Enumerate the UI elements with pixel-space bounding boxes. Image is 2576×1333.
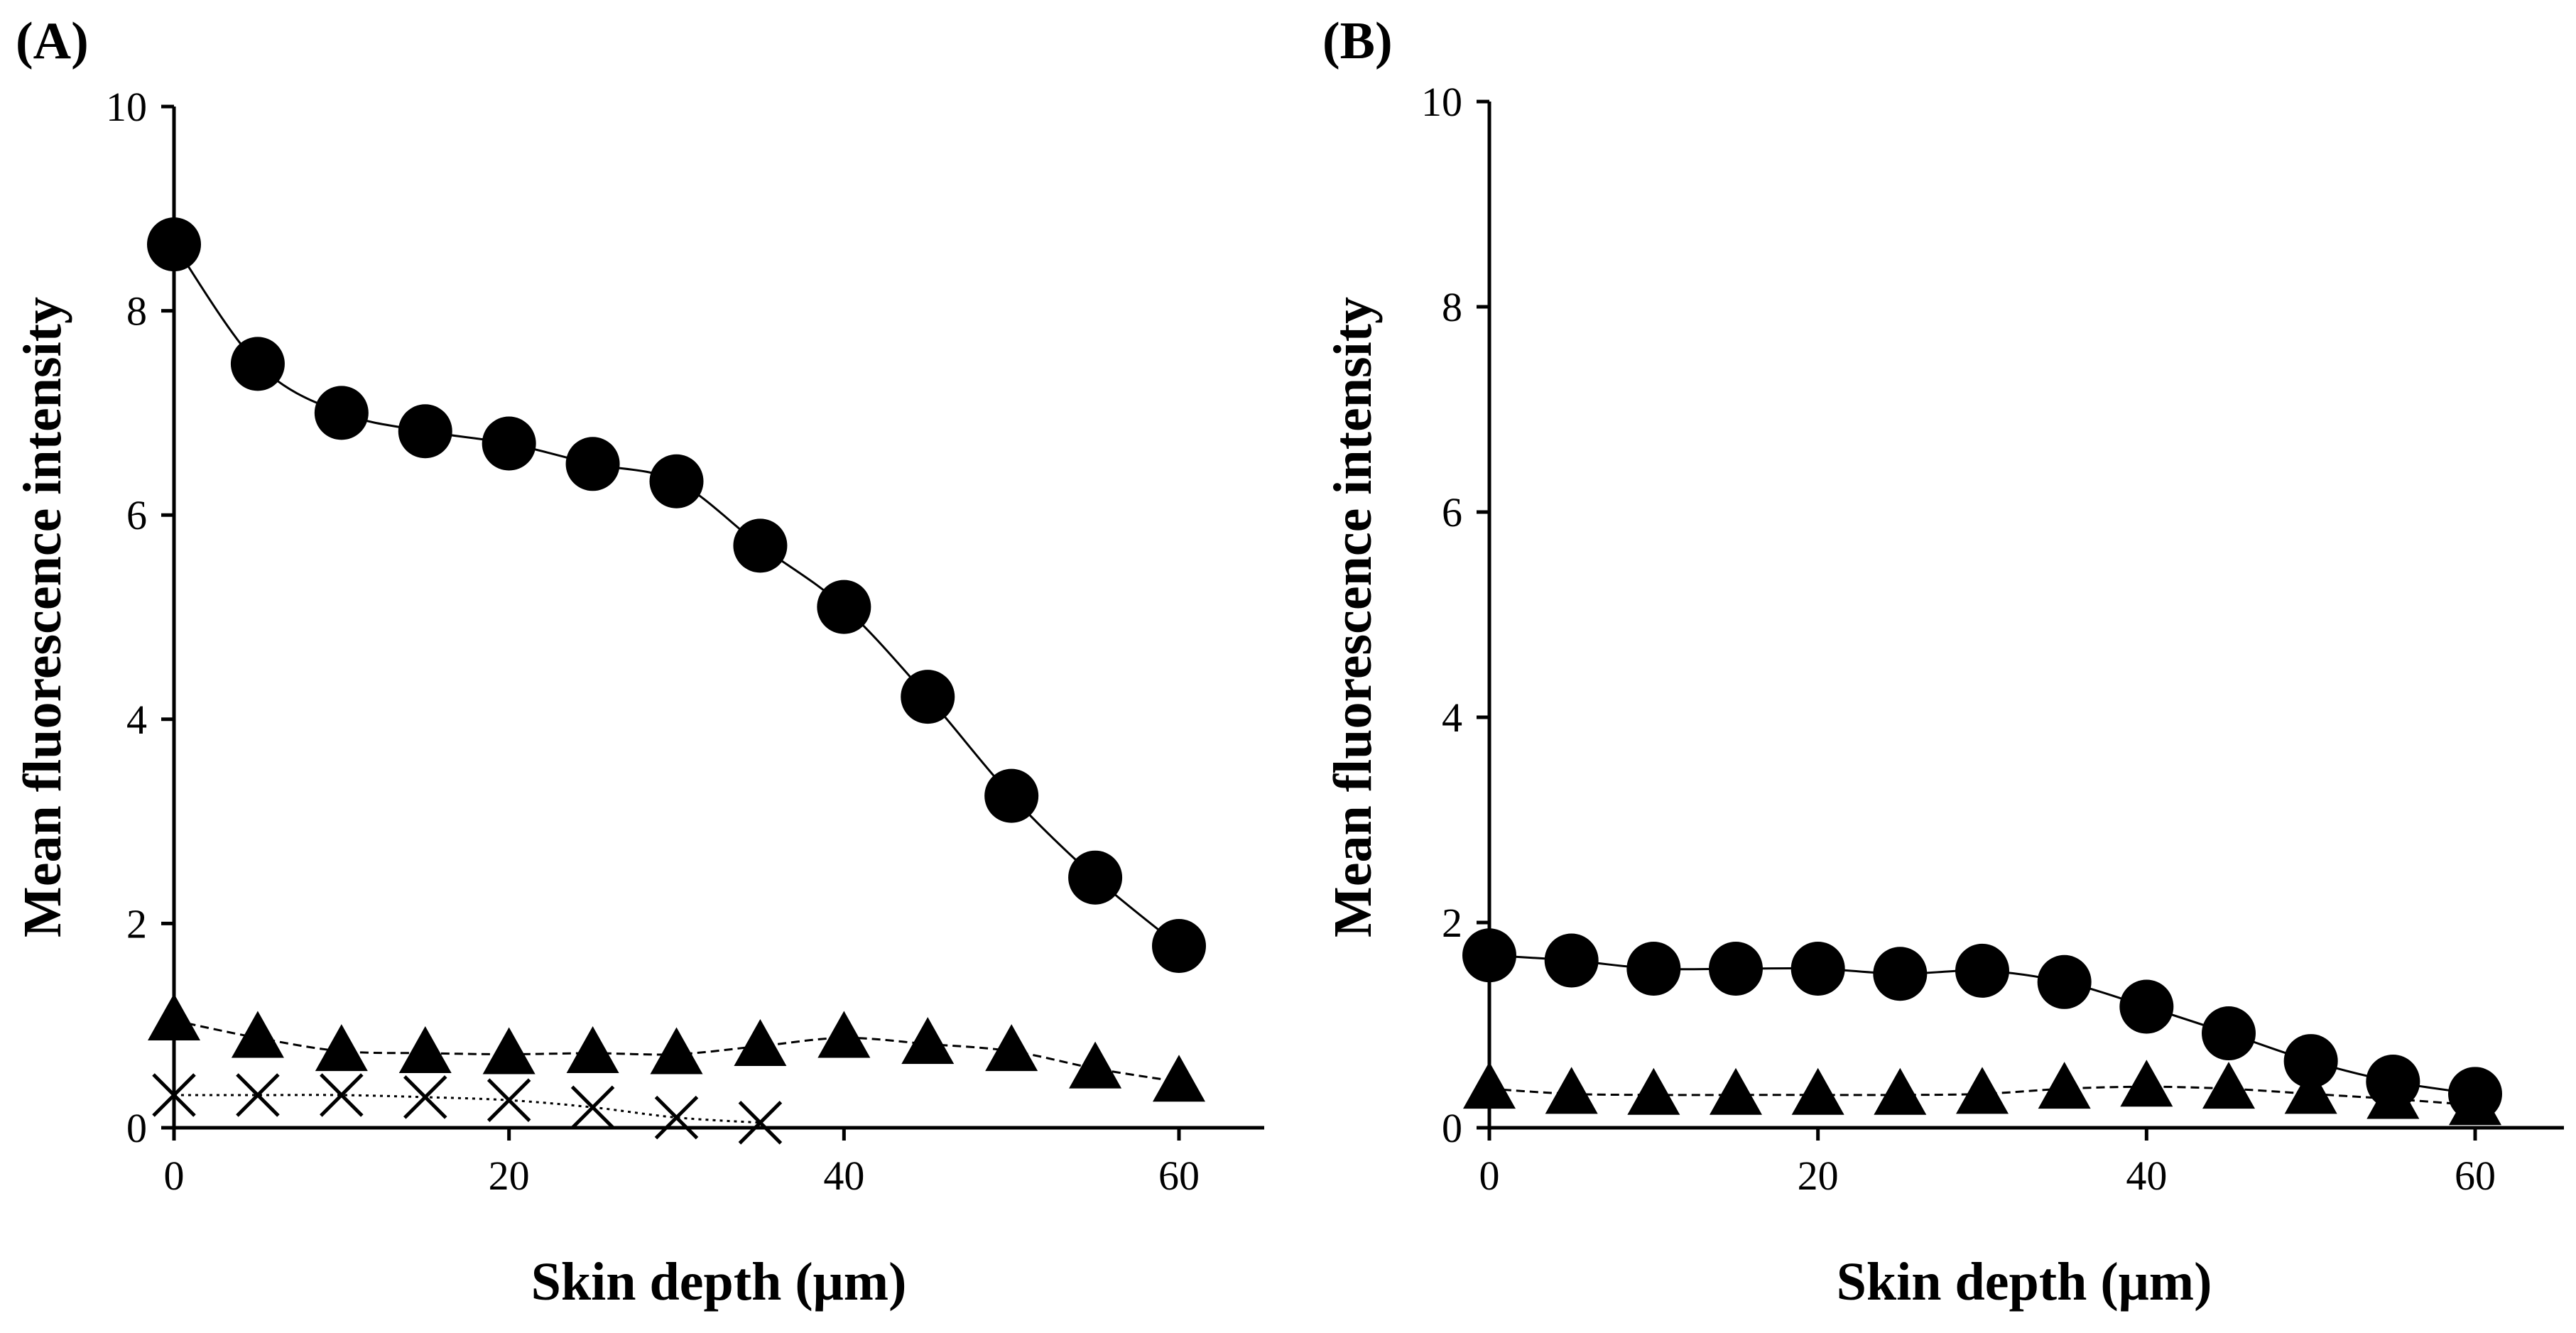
data-point-circle <box>2119 979 2174 1034</box>
x-axis-title: Skin depth (μm) <box>1837 1252 2212 1312</box>
series-line-cross <box>173 1094 761 1124</box>
data-point-circle <box>1709 942 1763 996</box>
y-axis-title: Mean fluorescence intensity <box>1323 297 1383 937</box>
data-point-triangle <box>1545 1067 1598 1114</box>
data-point-circle <box>2037 954 2092 1009</box>
data-point-circle <box>398 404 452 459</box>
panel-label: (B) <box>1322 12 1393 70</box>
data-point-cross <box>738 1101 783 1145</box>
data-point-circle <box>984 768 1039 823</box>
data-point-triangle <box>315 1024 368 1072</box>
data-point-cross <box>236 1073 280 1117</box>
data-point-circle <box>1790 942 1845 996</box>
data-point-circle <box>1544 933 1599 988</box>
axes: 0 2 4 6 8 10 0 20 40 60 <box>106 84 1264 1199</box>
data-point-cross <box>487 1078 531 1122</box>
data-point-circle <box>2202 1006 2256 1061</box>
data-point-triangle <box>566 1026 619 1074</box>
data-point-circle <box>901 670 955 724</box>
x-tick-label: 40 <box>823 1153 864 1199</box>
data-point-circle <box>1955 943 2009 998</box>
data-point-triangle <box>985 1024 1038 1072</box>
data-point-triangle <box>2202 1062 2255 1109</box>
x-tick-label: 0 <box>1479 1153 1500 1199</box>
data-point-circle <box>733 518 788 573</box>
data-point-triangle <box>482 1027 536 1074</box>
y-tick-label: 8 <box>126 288 147 334</box>
y-tick-label: 4 <box>126 697 147 743</box>
x-tick-label: 20 <box>489 1153 530 1199</box>
data-point-circle <box>565 437 620 491</box>
data-point-triangle <box>398 1026 452 1074</box>
y-axis-title: Mean fluorescence intensity <box>13 297 72 937</box>
data-point-circle <box>230 337 285 391</box>
data-point-triangle <box>231 1011 284 1058</box>
data-point-circle <box>482 416 536 471</box>
y-tick-label: 10 <box>1421 79 1462 125</box>
data-point-cross <box>570 1085 615 1130</box>
data-point-triangle <box>1874 1067 1927 1115</box>
x-ticks: 0 20 40 60 <box>164 1128 1200 1199</box>
x-axis-title: Skin depth (μm) <box>531 1252 907 1312</box>
y-tick-label: 6 <box>126 492 147 538</box>
data-point-circle <box>649 454 704 508</box>
data-point-triangle <box>2284 1067 2337 1114</box>
data-point-cross <box>320 1073 364 1117</box>
y-ticks: 0 2 4 6 8 10 <box>1421 79 1489 1151</box>
y-tick-label: 6 <box>1442 489 1462 535</box>
panel-a: (A) 0 2 4 6 8 10 0 20 40 60 Mean fluorescence in… <box>13 12 1264 1312</box>
series-layer <box>147 217 1206 1145</box>
data-point-triangle <box>901 1017 955 1065</box>
x-tick-label: 40 <box>2126 1153 2167 1199</box>
y-tick-label: 0 <box>1442 1105 1462 1151</box>
data-point-circle <box>1626 942 1681 996</box>
data-point-triangle <box>650 1027 703 1074</box>
data-point-triangle <box>734 1018 787 1066</box>
data-point-circle <box>1068 850 1123 905</box>
data-point-triangle <box>817 1011 871 1058</box>
data-point-triangle <box>1791 1067 1844 1115</box>
y-tick-label: 2 <box>1442 900 1462 946</box>
data-point-circle <box>1873 947 1928 1001</box>
series-line-circle <box>173 244 1180 947</box>
data-point-triangle <box>1710 1067 1762 1115</box>
x-tick-label: 60 <box>1158 1153 1200 1199</box>
y-tick-label: 4 <box>1442 695 1462 741</box>
x-ticks: 0 20 40 60 <box>1479 1128 2496 1199</box>
series-layer <box>1462 928 2502 1126</box>
y-ticks: 0 2 4 6 8 10 <box>106 84 174 1151</box>
data-point-circle <box>817 580 871 634</box>
data-point-triangle <box>2449 1078 2501 1126</box>
x-tick-label: 60 <box>2455 1153 2496 1199</box>
data-point-triangle <box>1153 1055 1205 1102</box>
data-point-triangle <box>2120 1060 2173 1107</box>
data-point-triangle <box>1627 1067 1680 1115</box>
panel-b: (B) 0 2 4 6 8 10 0 20 40 60 Mean fluorescence in… <box>1322 12 2564 1312</box>
panel-label: (A) <box>16 12 89 70</box>
data-point-circle <box>1152 919 1206 974</box>
data-point-circle <box>314 386 369 440</box>
data-point-triangle <box>2038 1062 2091 1109</box>
data-point-triangle <box>2366 1072 2420 1119</box>
data-point-triangle <box>1069 1041 1122 1089</box>
axes: 0 2 4 6 8 10 0 20 40 60 <box>1421 79 2564 1199</box>
x-tick-label: 0 <box>164 1153 185 1199</box>
y-tick-label: 10 <box>106 84 147 130</box>
data-point-cross <box>403 1075 447 1119</box>
data-point-circle <box>2283 1034 2338 1089</box>
y-tick-label: 2 <box>126 901 147 947</box>
data-point-cross <box>654 1095 699 1140</box>
y-tick-label: 8 <box>1442 284 1462 330</box>
y-tick-label: 0 <box>126 1105 147 1151</box>
data-point-triangle <box>1956 1067 2009 1114</box>
x-tick-label: 20 <box>1798 1153 1839 1199</box>
